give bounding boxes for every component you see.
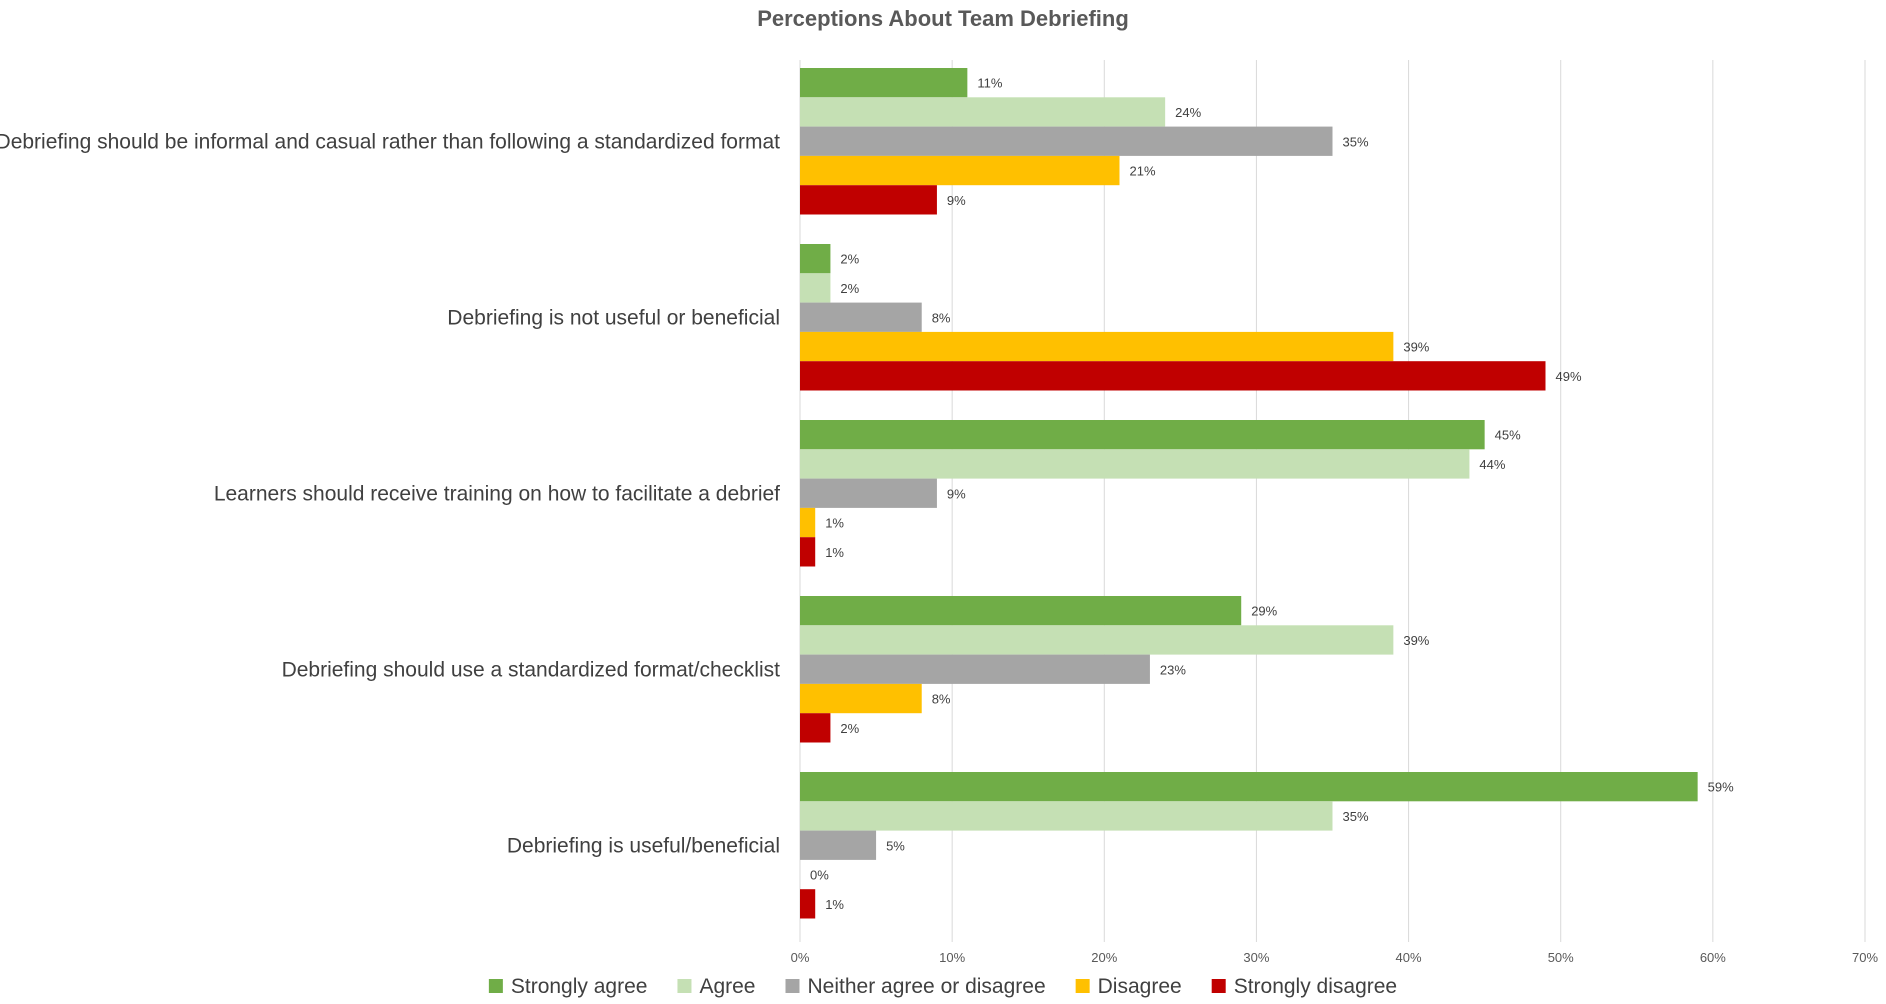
data-label: 1% xyxy=(825,897,844,912)
data-label: 9% xyxy=(947,486,966,501)
bar xyxy=(800,625,1394,655)
bar xyxy=(800,654,1150,684)
data-label: 35% xyxy=(1343,809,1369,824)
data-label: 35% xyxy=(1343,134,1369,149)
category-label: Debriefing is not useful or beneficial xyxy=(447,306,780,329)
gridlines xyxy=(799,60,1866,942)
bar xyxy=(800,244,831,274)
bar xyxy=(800,185,937,215)
legend-label: Agree xyxy=(699,975,755,998)
bar xyxy=(800,361,1546,391)
data-labels: 11% 24% 35% 21% 9% 2% 2% 8% 39% 49% 45% 44% 9% 1% 1% 29… xyxy=(810,76,1734,912)
data-label: 29% xyxy=(1251,604,1277,619)
x-tick-label: 60% xyxy=(1700,950,1726,965)
legend-swatch xyxy=(785,979,800,993)
data-label: 2% xyxy=(840,721,859,736)
bar xyxy=(800,449,1470,479)
data-label: 0% xyxy=(810,868,829,883)
x-tick-label: 10% xyxy=(939,950,965,965)
legend-swatch xyxy=(1211,979,1226,993)
bar xyxy=(800,155,1120,186)
bar xyxy=(800,713,831,743)
data-label: 44% xyxy=(1479,457,1505,472)
legend-swatch xyxy=(677,979,692,993)
bar xyxy=(800,97,1166,127)
bar xyxy=(800,801,1333,831)
category-label: Debriefing should be informal and casual… xyxy=(0,130,780,153)
legend-label: Disagree xyxy=(1098,975,1182,998)
data-label: 9% xyxy=(947,193,966,208)
data-label: 1% xyxy=(825,516,844,531)
legend-swatch xyxy=(488,979,503,993)
x-tick-label: 20% xyxy=(1091,950,1117,965)
data-label: 8% xyxy=(932,310,951,325)
x-tick-label: 50% xyxy=(1548,950,1574,965)
bars xyxy=(800,68,1698,919)
category-label: Learners should receive training on how … xyxy=(214,482,780,505)
data-label: 21% xyxy=(1130,164,1156,179)
data-label: 1% xyxy=(825,545,844,560)
bar xyxy=(800,68,968,98)
data-label: 24% xyxy=(1175,105,1201,120)
data-label: 8% xyxy=(932,692,951,707)
bar xyxy=(800,683,922,714)
x-tick-label: 70% xyxy=(1852,950,1878,965)
data-label: 2% xyxy=(840,252,859,267)
bar xyxy=(800,478,937,508)
chart-title: Perceptions About Team Debriefing xyxy=(757,6,1129,31)
data-label: 49% xyxy=(1556,369,1582,384)
bar xyxy=(800,420,1485,450)
x-tick-label: 40% xyxy=(1396,950,1422,965)
data-label: 2% xyxy=(840,281,859,296)
bar xyxy=(800,772,1698,802)
data-label: 23% xyxy=(1160,662,1186,677)
bar xyxy=(800,537,816,567)
bar xyxy=(800,830,877,860)
x-tick-label: 0% xyxy=(791,950,810,965)
legend-label: Neither agree or disagree xyxy=(808,975,1046,998)
legend-label: Strongly disagree xyxy=(1234,975,1397,998)
bar xyxy=(800,596,1242,626)
bar xyxy=(800,889,816,919)
legend: Strongly agree Agree Neither agree or disa… xyxy=(488,975,1397,998)
bar xyxy=(800,126,1333,156)
data-label: 59% xyxy=(1708,780,1734,795)
category-labels: Debriefing should be informal and casual… xyxy=(0,130,780,857)
bar xyxy=(800,331,1394,362)
data-label: 5% xyxy=(886,838,905,853)
legend-swatch xyxy=(1075,979,1090,993)
category-label: Debriefing is useful/beneficial xyxy=(507,834,780,857)
data-label: 45% xyxy=(1495,428,1521,443)
bar xyxy=(800,302,922,332)
x-tick-label: 30% xyxy=(1243,950,1269,965)
x-axis-ticks: 0% 10% 20% 30% 40% 50% 60% 70% xyxy=(791,950,1879,965)
category-label: Debriefing should use a standardized for… xyxy=(282,658,781,681)
data-label: 39% xyxy=(1403,633,1429,648)
bar xyxy=(800,507,816,538)
legend-label: Strongly agree xyxy=(511,975,648,998)
bar xyxy=(800,273,831,303)
data-label: 11% xyxy=(977,76,1002,91)
data-label: 39% xyxy=(1403,340,1429,355)
